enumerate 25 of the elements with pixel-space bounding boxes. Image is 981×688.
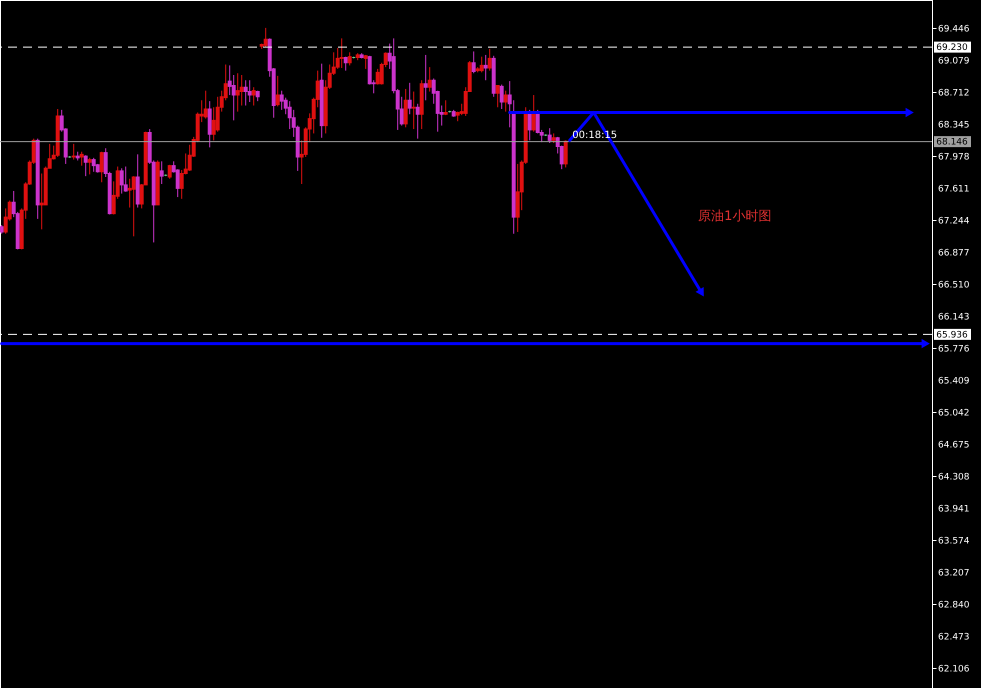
y-tick-label: 67.244 bbox=[938, 216, 970, 226]
y-tick-label: 67.611 bbox=[938, 184, 970, 194]
ref-line-label: 69.230 bbox=[936, 43, 968, 54]
y-tick-label: 65.409 bbox=[938, 376, 970, 386]
y-tick-label: 62.106 bbox=[938, 664, 970, 674]
y-tick-label: 63.207 bbox=[938, 568, 970, 578]
y-tick-label: 62.840 bbox=[938, 600, 970, 610]
y-tick-label: 62.473 bbox=[938, 632, 970, 642]
y-tick-label: 69.446 bbox=[938, 24, 970, 34]
y-tick-label: 64.675 bbox=[938, 440, 970, 450]
y-tick-label: 66.143 bbox=[938, 312, 970, 322]
y-tick-label: 69.079 bbox=[938, 56, 970, 66]
ref-line-label: 68.146 bbox=[936, 138, 968, 148]
y-tick-label: 64.308 bbox=[938, 472, 970, 482]
y-tick-label: 63.574 bbox=[938, 536, 970, 546]
y-tick-label: 65.042 bbox=[938, 408, 970, 418]
y-tick-label: 67.978 bbox=[938, 152, 970, 162]
y-tick-label: 68.345 bbox=[938, 120, 970, 130]
y-tick-label: 68.712 bbox=[938, 88, 970, 98]
y-tick-label: 66.877 bbox=[938, 248, 970, 258]
ref-line-label: 65.936 bbox=[936, 330, 968, 340]
y-tick-label: 63.941 bbox=[938, 504, 970, 514]
y-tick-label: 65.776 bbox=[938, 344, 970, 354]
annotation: 原油1小时图 bbox=[698, 209, 772, 224]
y-tick-label: 66.510 bbox=[938, 280, 970, 290]
